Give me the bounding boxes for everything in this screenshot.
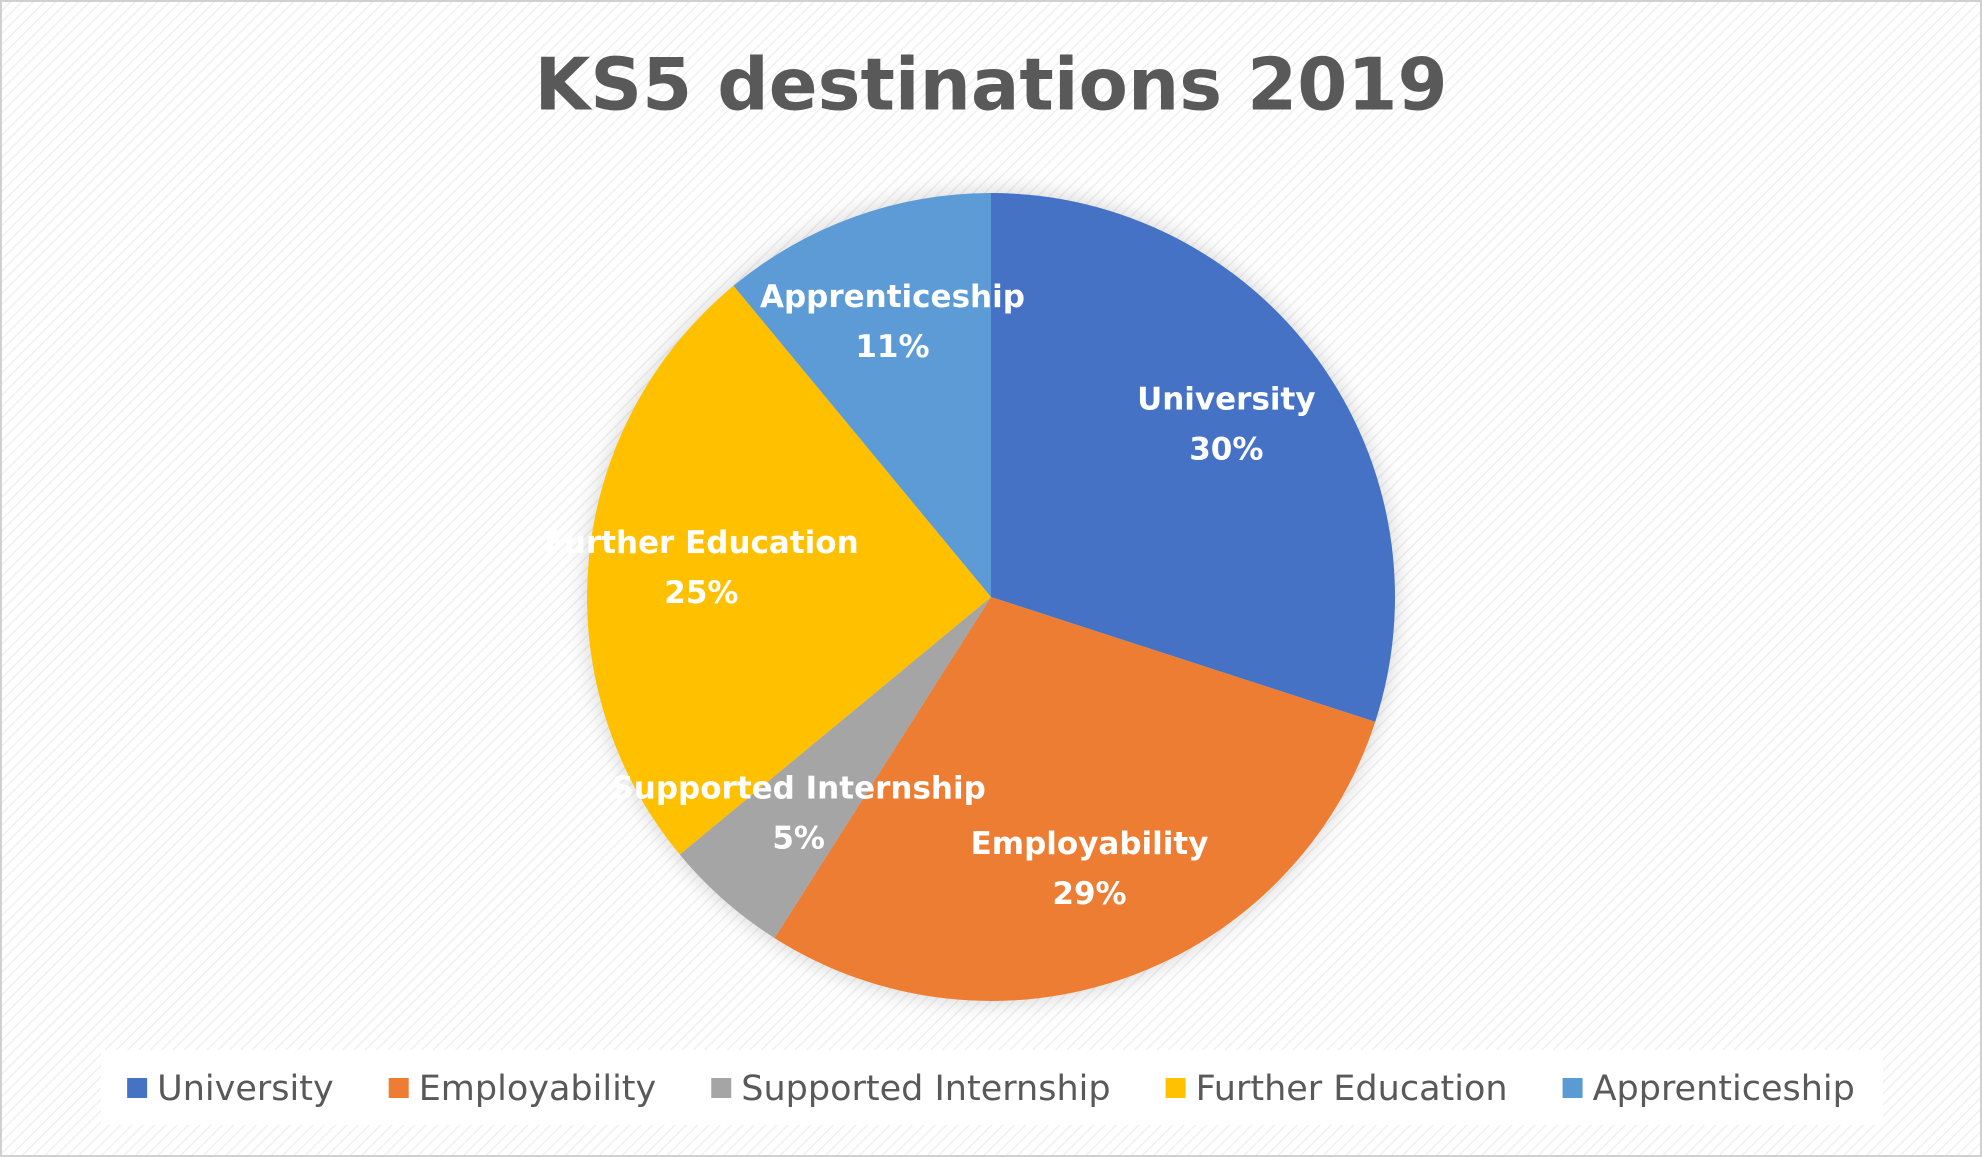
pie-slice [774,597,1376,1001]
slice-label-value: 29% [1052,876,1126,912]
slice-label-name: University [1137,382,1316,418]
slice-label-value: 25% [664,575,738,611]
slice-label-name: Supported Internship [611,771,985,807]
slice-label-name: Further Education [544,525,859,561]
slice-label-value: 5% [772,821,825,857]
legend: University Employability Supported Interns… [127,1069,1855,1109]
slice-label-value: 30% [1189,432,1263,468]
pie-slice [991,193,1395,722]
pie-slice [679,597,991,939]
chart-title: KS5 destinations 2019 [534,43,1447,127]
legend-label: Further Education [1196,1069,1508,1109]
legend-swatch [1562,1078,1583,1098]
legend-swatch [1165,1078,1186,1098]
legend-label: Apprenticeship [1593,1069,1855,1109]
pie-slice [733,193,991,597]
slice-label-name: Apprenticeship [760,279,1025,315]
pie-slice [587,285,991,855]
legend-swatch [127,1078,148,1098]
pie [587,193,1395,1001]
legend-label: Employability [419,1069,657,1109]
legend-label: Supported Internship [741,1069,1110,1109]
slice-label-value: 11% [855,329,929,365]
data-labels: University 30% Employability 29% Supported I… [544,279,1315,912]
slice-label-name: Employability [971,826,1209,862]
legend-swatch [388,1078,409,1098]
legend-swatch [711,1078,732,1098]
legend-label: University [157,1069,334,1109]
